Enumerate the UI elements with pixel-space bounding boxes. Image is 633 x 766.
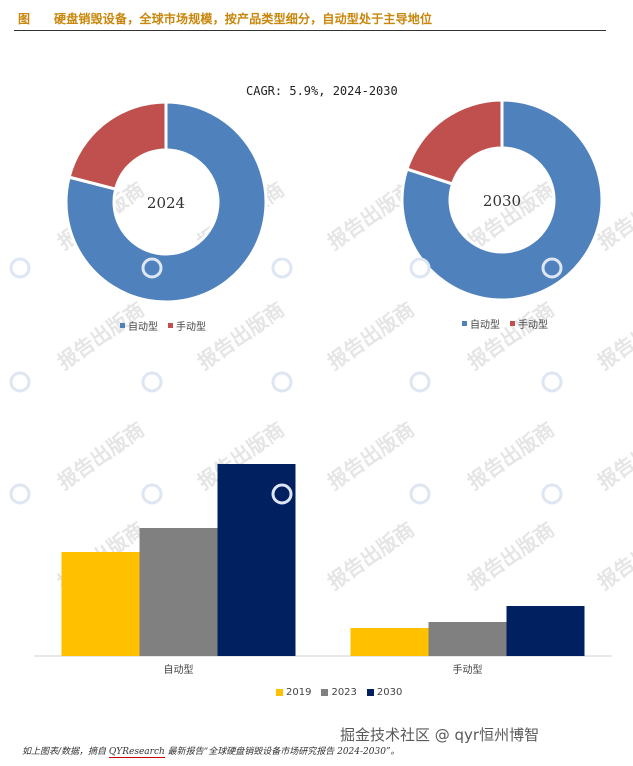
- source-brand: QYResearch: [108, 747, 165, 758]
- bar-legend-label: 2023: [331, 687, 357, 698]
- pie-2030-slice-1: [405, 98, 504, 186]
- pie-2030-legend-item: 手动型: [510, 316, 548, 331]
- pie-2030-center-label: 2030: [483, 192, 521, 210]
- pie-2030-legend-swatch: [462, 321, 467, 326]
- bar-category-label: 自动型: [164, 663, 194, 676]
- bar-legend-swatch: [321, 689, 329, 696]
- pie-2024-legend-swatch: [120, 323, 125, 328]
- qy-logo-icon: [9, 257, 31, 279]
- pie-2030-slice-0: [400, 98, 604, 302]
- pie-2024-slice-0: [64, 100, 268, 304]
- pie-2024-center-label: 2024: [147, 194, 185, 212]
- bar-2030-1: [506, 606, 585, 656]
- pie-2024-legend-label: 自动型: [128, 322, 158, 333]
- bar-legend-swatch: [276, 689, 283, 696]
- bar-category-label: 手动型: [453, 663, 483, 676]
- pie-2024-slice-1: [67, 100, 168, 191]
- qy-logo-icon: [9, 483, 31, 505]
- cagr-label: CAGR: 5.9%, 2024-2030: [246, 84, 398, 98]
- figure-label: 图: [18, 12, 31, 26]
- qy-logo-icon: [141, 257, 163, 279]
- bar-legend-swatch: [366, 689, 374, 696]
- bar-2023-0: [139, 528, 218, 656]
- bar-legend-item: 2030: [366, 687, 403, 698]
- bar-legend-item: 2019: [276, 687, 311, 698]
- pie-2030-legend-swatch: [510, 321, 515, 326]
- qy-logo-icon: [271, 257, 293, 279]
- figure-title: 硬盘销毁设备，全球市场规模，按产品类型细分，自动型处于主导地位: [54, 12, 433, 26]
- pie-2024-legend-item: 自动型: [120, 318, 158, 333]
- pie-2024-legend-label: 手动型: [176, 322, 206, 333]
- bar-legend-label: 2019: [286, 687, 312, 698]
- bar-legend-item: 2023: [321, 687, 357, 698]
- qy-logo-icon: [541, 483, 563, 505]
- bar-2030-0: [217, 464, 296, 656]
- source-prefix: 如上图表/数据，摘自: [22, 747, 109, 757]
- qy-logo-icon: [141, 483, 163, 505]
- bar-2019-1: [350, 628, 429, 656]
- qy-logo-icon: [271, 371, 293, 393]
- pie-2030-legend: 自动型 手动型: [462, 316, 554, 331]
- bar-2019-0: [61, 552, 140, 656]
- qy-logo-icon: [271, 483, 293, 505]
- qy-logo-icon: [541, 371, 563, 393]
- bar-legend: 2019 2023 2030: [276, 687, 408, 698]
- pie-2024-legend: 自动型 手动型: [120, 318, 212, 333]
- qy-logo-icon: [541, 257, 563, 279]
- qy-logo-icon: [409, 257, 431, 279]
- brand-watermark: 掘金技术社区 @ qyr恒州博智: [340, 726, 540, 744]
- qy-logo-icon: [141, 371, 163, 393]
- pie-2024-legend-item: 手动型: [168, 318, 206, 333]
- pie-2030-legend-item: 自动型: [462, 316, 500, 331]
- bar-legend-label: 2030: [376, 687, 403, 698]
- qy-logo-icon: [9, 371, 31, 393]
- pie-2030-legend-label: 自动型: [470, 320, 500, 331]
- source-note: 如上图表/数据，摘自 QYResearch 最新报告“全球硬盘销毁设备市场研究报…: [22, 744, 400, 758]
- figure-header: 图 硬盘销毁设备，全球市场规模，按产品类型细分，自动型处于主导地位: [14, 8, 606, 31]
- qy-logo-icon: [409, 371, 431, 393]
- qy-logo-icon: [409, 483, 431, 505]
- pie-2030-legend-label: 手动型: [518, 320, 548, 331]
- pie-2024-legend-swatch: [168, 323, 173, 328]
- bar-2023-1: [428, 622, 507, 656]
- source-suffix: 最新报告“全球硬盘销毁设备市场研究报告 2024-2030”。: [164, 747, 400, 757]
